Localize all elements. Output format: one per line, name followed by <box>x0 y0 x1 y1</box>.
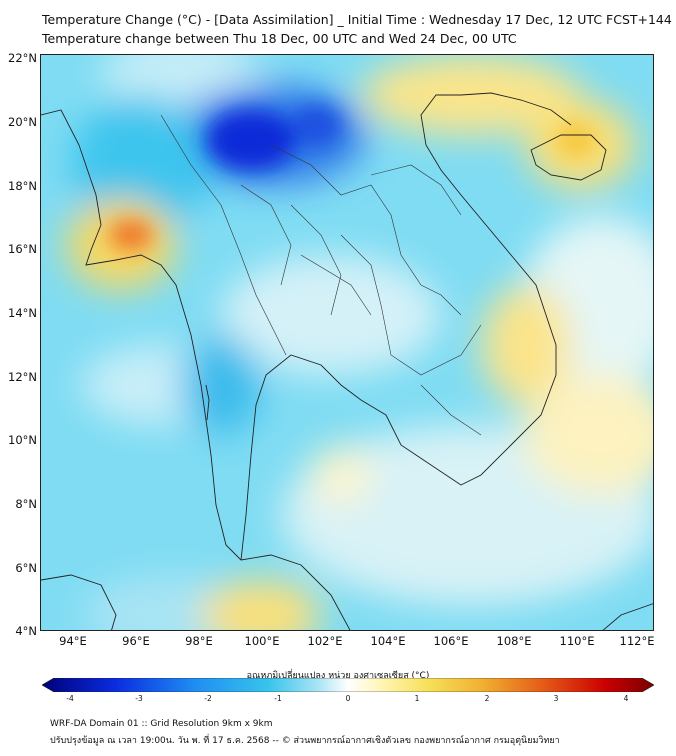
lon-label: 104°E <box>370 634 406 648</box>
lon-label: 110°E <box>559 634 595 648</box>
lat-label: 6°N <box>15 561 37 575</box>
colorbar-gradient <box>42 678 654 692</box>
lat-label: 4°N <box>15 624 37 638</box>
colorbar-tick: -2 <box>204 694 212 703</box>
colorbar-tick: -3 <box>135 694 143 703</box>
colorbar-label: อุณหภูมิเปลี่ยนแปลง หน่วย องศาเซลเซียส (… <box>246 671 430 681</box>
colorbar-tick: 0 <box>345 694 351 703</box>
lon-label: 100°E <box>244 634 280 648</box>
lat-label: 14°N <box>8 306 37 320</box>
lat-label: 18°N <box>8 179 37 193</box>
chart-title: Temperature Change (°C) - [Data Assimila… <box>42 12 672 27</box>
lat-label: 20°N <box>8 115 37 129</box>
lon-label: 108°E <box>496 634 532 648</box>
lon-label: 106°E <box>433 634 469 648</box>
lon-label: 112°E <box>619 634 655 648</box>
colorbar-tick: 1 <box>414 694 420 703</box>
map-canvas <box>41 55 653 630</box>
footer-model-info: WRF-DA Domain 01 :: Grid Resolution 9km … <box>50 719 273 729</box>
lat-label: 12°N <box>8 370 37 384</box>
colorbar-tick: 3 <box>553 694 559 703</box>
lon-label: 96°E <box>122 634 150 648</box>
colorbar-tick: -4 <box>66 694 74 703</box>
chart-subtitle: Temperature change between Thu 18 Dec, 0… <box>42 31 517 46</box>
lat-label: 10°N <box>8 433 37 447</box>
temperature-change-map <box>40 54 654 631</box>
lon-label: 94°E <box>59 634 87 648</box>
lat-label: 22°N <box>8 51 37 65</box>
lat-label: 8°N <box>15 497 37 511</box>
footer-update-info: ปรับปรุงข้อมูล ณ เวลา 19:00น. วัน พ. ที่… <box>50 736 560 746</box>
lat-label: 16°N <box>8 242 37 256</box>
lon-label: 102°E <box>307 634 343 648</box>
colorbar <box>42 678 654 692</box>
colorbar-tick: -1 <box>274 694 282 703</box>
coastlines <box>41 92 653 630</box>
lon-label: 98°E <box>185 634 213 648</box>
temperature-extremes <box>109 105 596 251</box>
colorbar-tick: 2 <box>484 694 490 703</box>
admin-borders <box>160 114 482 436</box>
colorbar-tick: 4 <box>623 694 629 703</box>
